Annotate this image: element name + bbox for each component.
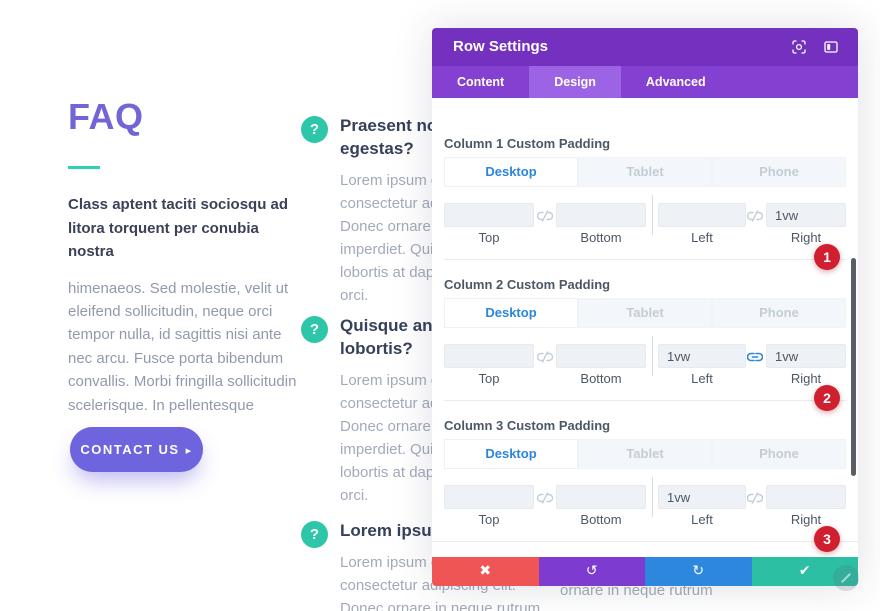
padding-top-input[interactable] [444,485,534,509]
question-mark-icon: ? [301,316,328,343]
desktop-tab[interactable]: Desktop [444,298,578,328]
padding-top-input[interactable] [444,344,534,368]
modal-scrollbar[interactable] [851,258,856,476]
linked-left-right-icon[interactable] [746,350,764,362]
field-labels: Top Bottom Left Right [478,230,822,245]
step-badge-2: 2 [814,385,840,411]
dock-panel-icon[interactable] [824,40,838,54]
field-divider [652,477,653,517]
padding-fields [444,336,846,376]
device-tabs: Desktop Tablet Phone [444,439,846,469]
column-3-padding-section: Column 3 Custom Padding Desktop Tablet P… [444,418,846,528]
question-mark-icon: ? [301,116,328,143]
undo-icon: ↺ [585,563,598,579]
modal-title: Row Settings [453,38,549,55]
padding-right-input[interactable] [766,344,846,368]
tab-design[interactable]: Design [529,66,621,98]
close-icon: ✖ [479,563,492,579]
step-badge-1: 1 [814,244,840,270]
modal-footer: ✖ ↺ ↻ ✔ [432,557,858,586]
question-title: Quisque ante lobortis? [340,316,448,358]
focus-preview-icon[interactable] [792,40,806,54]
padding-bottom-input[interactable] [556,485,646,509]
column-2-padding-section: Column 2 Custom Padding Desktop Tablet P… [444,277,846,387]
faq-intro-column: FAQ Class aptent taciti sociosqu ad lito… [68,96,298,417]
teal-divider [68,166,100,169]
field-labels: Top Bottom Left Right [478,512,822,527]
phone-tab[interactable]: Phone [712,439,846,469]
modal-body: Column 1 Custom Padding Desktop Tablet P… [432,98,858,585]
tab-content[interactable]: Content [457,75,505,89]
arrow-right-icon: ▸ [185,445,193,457]
faq-subheading: Class aptent taciti sociosqu ad litora t… [68,196,289,260]
padding-left-input[interactable] [658,344,746,368]
link-left-right-icon[interactable] [746,491,764,504]
section-label: Column 3 Custom Padding [444,418,611,433]
question-title: Praesent non egestas? [340,116,448,158]
discard-button[interactable]: ✖ [432,557,539,586]
link-top-bottom-icon[interactable] [536,491,554,504]
desktop-tab[interactable]: Desktop [444,439,578,469]
field-labels: Top Bottom Left Right [478,371,822,386]
redo-icon: ↻ [692,563,705,579]
section-divider [444,259,846,260]
link-left-right-icon[interactable] [746,209,764,222]
undo-button[interactable]: ↺ [538,557,645,586]
device-tabs: Desktop Tablet Phone [444,298,846,328]
padding-top-input[interactable] [444,203,534,227]
link-top-bottom-icon[interactable] [536,350,554,363]
desktop-tab[interactable]: Desktop [444,157,578,187]
phone-tab[interactable]: Phone [712,298,846,328]
modal-header[interactable]: Row Settings [432,28,858,66]
tablet-tab[interactable]: Tablet [578,298,712,328]
faq-heading: FAQ [68,96,144,137]
faq-paragraph: himenaeos. Sed molestie, velit ut eleife… [68,279,297,414]
field-divider [652,195,653,235]
contact-us-button[interactable]: CONTACT US ▸ [70,427,203,472]
device-tabs: Desktop Tablet Phone [444,157,846,187]
padding-bottom-input[interactable] [556,344,646,368]
section-divider [444,400,846,401]
padding-bottom-input[interactable] [556,203,646,227]
phone-tab[interactable]: Phone [712,157,846,187]
column-1-padding-section: Column 1 Custom Padding Desktop Tablet P… [444,136,846,246]
padding-left-input[interactable] [658,203,746,227]
padding-fields [444,195,846,235]
padding-fields [444,477,846,517]
padding-right-input[interactable] [766,203,846,227]
question-title: Lorem ipsum [340,521,447,540]
modal-tabbar: Content Design Advanced [432,66,858,98]
section-label: Column 2 Custom Padding [444,277,611,292]
row-settings-modal: Row Settings Content Design Advanced Col… [432,28,859,591]
step-badge-3: 3 [814,526,840,552]
field-divider [652,336,653,376]
padding-left-input[interactable] [658,485,746,509]
redo-button[interactable]: ↻ [645,557,752,586]
tablet-tab[interactable]: Tablet [578,439,712,469]
resize-grip-icon[interactable] [833,565,859,591]
tab-advanced[interactable]: Advanced [645,75,706,89]
tablet-tab[interactable]: Tablet [578,157,712,187]
question-mark-icon: ? [301,521,328,548]
section-label: Column 1 Custom Padding [444,136,611,151]
link-top-bottom-icon[interactable] [536,209,554,222]
check-icon: ✔ [798,563,811,579]
padding-right-input[interactable] [766,485,846,509]
